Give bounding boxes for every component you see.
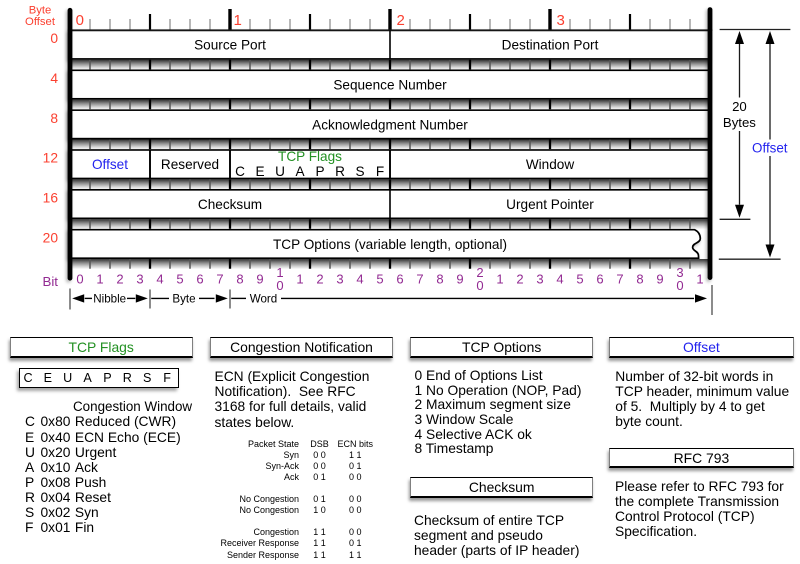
svg-text:4: 4 bbox=[50, 71, 58, 86]
svg-text:2: 2 bbox=[516, 272, 523, 287]
svg-text:1: 1 bbox=[96, 272, 103, 287]
svg-text:4: 4 bbox=[156, 272, 163, 287]
svg-text:Urgent Pointer: Urgent Pointer bbox=[506, 197, 594, 212]
svg-text:0: 0 bbox=[276, 278, 283, 293]
svg-text:9: 9 bbox=[656, 272, 663, 287]
svg-text:8: 8 bbox=[236, 272, 243, 287]
svg-text:3: 3 bbox=[676, 265, 683, 280]
svg-text:0: 0 bbox=[50, 31, 58, 46]
svg-text:Offset: Offset bbox=[25, 16, 56, 28]
svg-text:20: 20 bbox=[732, 99, 747, 114]
svg-text:5: 5 bbox=[376, 272, 383, 287]
svg-text:5: 5 bbox=[576, 272, 583, 287]
svg-text:8: 8 bbox=[636, 272, 643, 287]
svg-text:3: 3 bbox=[136, 272, 143, 287]
svg-text:6: 6 bbox=[396, 272, 403, 287]
svg-text:E: E bbox=[255, 164, 264, 179]
svg-text:3: 3 bbox=[557, 12, 565, 29]
svg-text:P: P bbox=[315, 164, 324, 179]
svg-text:S: S bbox=[355, 164, 364, 179]
svg-text:1: 1 bbox=[496, 272, 503, 287]
svg-text:U: U bbox=[275, 164, 285, 179]
svg-text:12: 12 bbox=[43, 151, 58, 166]
svg-text:TCP Options (variable length,: TCP Options (variable length, optional) bbox=[273, 237, 507, 252]
svg-text:TCP Flags: TCP Flags bbox=[278, 149, 342, 164]
svg-text:2: 2 bbox=[316, 272, 323, 287]
svg-text:Byte: Byte bbox=[29, 5, 52, 17]
svg-text:Acknowledgment Number: Acknowledgment Number bbox=[312, 117, 468, 132]
svg-text:1: 1 bbox=[296, 272, 303, 287]
svg-text:Word: Word bbox=[250, 293, 278, 306]
svg-text:Source Port: Source Port bbox=[194, 38, 266, 53]
svg-text:0: 0 bbox=[76, 12, 84, 29]
svg-text:F: F bbox=[376, 164, 384, 179]
svg-text:Sequence Number: Sequence Number bbox=[333, 77, 447, 92]
svg-text:2: 2 bbox=[476, 265, 483, 280]
svg-text:4: 4 bbox=[356, 272, 363, 287]
svg-text:7: 7 bbox=[616, 272, 623, 287]
svg-text:8: 8 bbox=[436, 272, 443, 287]
svg-text:8: 8 bbox=[50, 111, 58, 126]
svg-text:6: 6 bbox=[196, 272, 203, 287]
svg-text:0: 0 bbox=[476, 278, 483, 293]
svg-text:Destination Port: Destination Port bbox=[502, 38, 599, 53]
svg-text:R: R bbox=[335, 164, 345, 179]
svg-text:3: 3 bbox=[336, 272, 343, 287]
svg-text:7: 7 bbox=[216, 272, 223, 287]
svg-text:9: 9 bbox=[256, 272, 263, 287]
svg-text:6: 6 bbox=[596, 272, 603, 287]
svg-text:2: 2 bbox=[397, 12, 405, 29]
svg-text:0: 0 bbox=[676, 278, 683, 293]
svg-text:Offset: Offset bbox=[752, 140, 788, 155]
svg-text:1: 1 bbox=[234, 12, 242, 29]
svg-text:Reserved: Reserved bbox=[161, 157, 219, 172]
svg-text:Checksum: Checksum bbox=[198, 197, 262, 212]
svg-text:4: 4 bbox=[556, 272, 563, 287]
svg-text:1: 1 bbox=[696, 272, 703, 287]
svg-text:0: 0 bbox=[76, 272, 83, 287]
svg-text:Byte: Byte bbox=[172, 293, 195, 306]
svg-text:A: A bbox=[295, 164, 305, 179]
svg-text:5: 5 bbox=[176, 272, 183, 287]
svg-text:20: 20 bbox=[43, 230, 59, 245]
svg-text:7: 7 bbox=[416, 272, 423, 287]
svg-text:16: 16 bbox=[43, 191, 59, 206]
svg-text:C: C bbox=[235, 164, 245, 179]
svg-text:3: 3 bbox=[536, 272, 543, 287]
svg-text:Bit: Bit bbox=[42, 274, 58, 289]
svg-text:Nibble: Nibble bbox=[93, 293, 126, 306]
svg-text:2: 2 bbox=[116, 272, 123, 287]
svg-text:9: 9 bbox=[456, 272, 463, 287]
svg-text:Bytes: Bytes bbox=[723, 115, 756, 130]
svg-text:Window: Window bbox=[526, 157, 575, 172]
svg-text:1: 1 bbox=[276, 265, 283, 280]
svg-text:Offset: Offset bbox=[92, 157, 128, 172]
